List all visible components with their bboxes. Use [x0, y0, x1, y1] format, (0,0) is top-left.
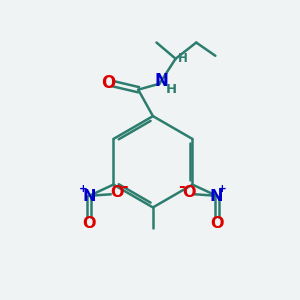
Text: O: O — [82, 216, 96, 231]
Text: -: - — [121, 179, 128, 194]
Text: N: N — [82, 189, 96, 204]
Text: O: O — [210, 216, 224, 231]
Text: O: O — [110, 185, 124, 200]
Text: H: H — [178, 52, 188, 65]
Text: H: H — [166, 82, 177, 95]
Text: N: N — [210, 189, 224, 204]
Text: N: N — [155, 72, 169, 90]
Text: -: - — [178, 179, 185, 194]
Text: O: O — [182, 185, 196, 200]
Text: O: O — [101, 74, 115, 92]
Text: +: + — [79, 184, 88, 194]
Text: +: + — [218, 184, 227, 194]
